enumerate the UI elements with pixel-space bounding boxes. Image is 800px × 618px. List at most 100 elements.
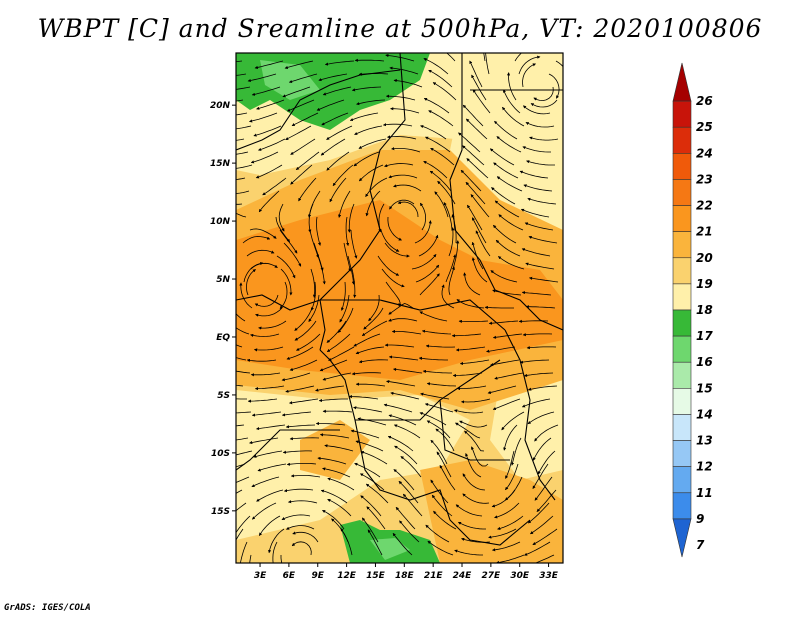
streamline xyxy=(488,320,519,325)
streamline xyxy=(288,73,318,84)
lon-label: 24E xyxy=(453,571,473,581)
streamline xyxy=(491,489,516,508)
streamline xyxy=(437,180,456,205)
streamline xyxy=(423,58,449,75)
streamline xyxy=(363,307,384,330)
streamline xyxy=(426,382,457,387)
streamline xyxy=(295,151,320,171)
streamline xyxy=(502,106,525,127)
streamline xyxy=(488,528,517,539)
streamline xyxy=(276,255,296,279)
colorbar-swatch xyxy=(672,62,692,102)
streamline xyxy=(310,268,317,298)
colorbar-swatch xyxy=(672,466,692,494)
streamline xyxy=(322,372,352,381)
streamline xyxy=(387,216,402,241)
streamline xyxy=(360,450,388,465)
streamline xyxy=(327,499,352,517)
streamline xyxy=(251,86,281,96)
streamline xyxy=(286,99,315,112)
streamline xyxy=(351,372,382,376)
streamline xyxy=(521,248,551,257)
streamline xyxy=(258,190,280,213)
streamline xyxy=(522,333,553,337)
streamline xyxy=(242,236,271,244)
axis-ticks: 20N 15N 10N 5N EQ 5S 10S 15S 3E 6E 9E 12E 15E 18E 21E 2… xyxy=(210,101,559,581)
streamline xyxy=(469,60,483,88)
streamline xyxy=(316,216,321,246)
streamline xyxy=(236,99,244,102)
streamline xyxy=(537,450,556,475)
map-title: WBPT [C] and Sreamline at 500hPa, VT: 20… xyxy=(37,14,763,43)
streamline xyxy=(294,307,313,331)
streamline xyxy=(350,429,380,439)
streamline xyxy=(445,254,457,283)
lat-label: 5S xyxy=(217,391,230,401)
streamline xyxy=(428,110,454,127)
streamline xyxy=(528,235,558,244)
streamline xyxy=(340,528,353,556)
streamline xyxy=(358,164,384,182)
lon-label: 27E xyxy=(482,571,502,581)
streamline xyxy=(394,445,418,465)
streamline xyxy=(285,424,316,429)
streamline xyxy=(315,385,345,392)
streamline xyxy=(435,428,455,452)
streamline xyxy=(419,311,448,322)
streamline xyxy=(257,463,287,472)
streamline xyxy=(236,212,247,218)
streamline xyxy=(433,510,457,530)
streamline xyxy=(255,307,283,317)
lon-label: 12E xyxy=(337,571,357,581)
streamline xyxy=(423,161,448,179)
streamline xyxy=(392,367,423,374)
streamline xyxy=(471,257,488,283)
streamline xyxy=(458,319,489,323)
streamline xyxy=(397,200,419,218)
streamline xyxy=(521,398,551,408)
colorbar-swatch xyxy=(672,179,692,206)
streamline xyxy=(256,489,284,502)
colorbar-swatch xyxy=(672,309,692,337)
streamline xyxy=(326,320,347,343)
streamline xyxy=(246,358,277,362)
streamline xyxy=(428,69,453,88)
streamline xyxy=(388,355,419,361)
streamline xyxy=(320,489,348,504)
colorbar-label: 7 xyxy=(696,538,705,552)
streamline xyxy=(236,203,243,205)
streamline xyxy=(289,437,320,441)
streamline xyxy=(511,437,522,466)
streamline xyxy=(534,424,559,442)
streamline xyxy=(294,320,317,341)
streamline xyxy=(527,411,555,425)
streamline xyxy=(296,333,321,351)
streamline xyxy=(420,392,450,400)
streamline xyxy=(281,372,311,382)
streamline xyxy=(251,476,280,488)
streamline xyxy=(388,302,414,315)
streamline xyxy=(434,191,449,218)
streamline xyxy=(386,135,417,140)
streamline xyxy=(236,112,248,116)
streamline xyxy=(279,229,298,254)
streamline xyxy=(322,467,351,478)
colorbar-label: 26 xyxy=(696,94,713,108)
streamline xyxy=(519,359,550,364)
streamline xyxy=(529,136,559,141)
streamline xyxy=(391,329,422,335)
streamline xyxy=(280,268,293,296)
streamline xyxy=(534,476,553,501)
streamline xyxy=(365,177,388,198)
streamline xyxy=(236,515,251,534)
streamline xyxy=(392,532,413,556)
streamline xyxy=(391,147,421,153)
streamline xyxy=(366,506,386,530)
streamline xyxy=(355,346,385,355)
streamline xyxy=(290,138,316,155)
streamline xyxy=(527,502,550,524)
streamline xyxy=(489,148,515,166)
streamline xyxy=(329,177,347,203)
streamline xyxy=(253,346,284,352)
streamline xyxy=(522,146,551,153)
